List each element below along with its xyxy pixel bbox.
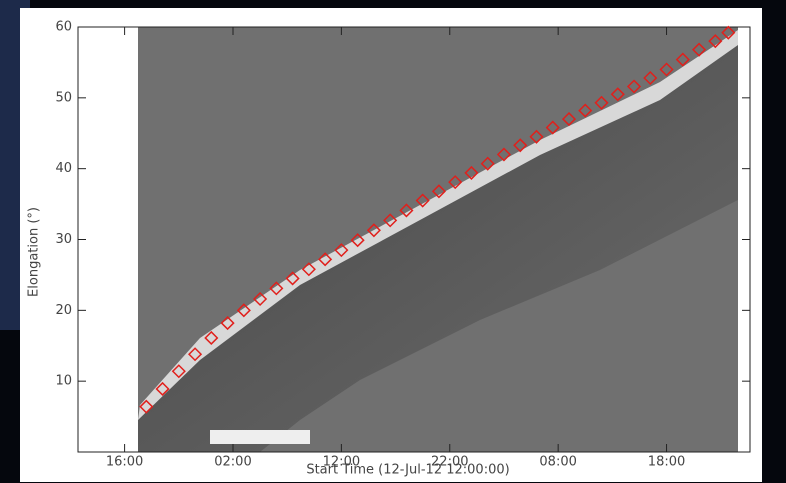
- y-tick-label: 60: [55, 20, 72, 35]
- marker: [643, 70, 658, 86]
- marker: [318, 252, 333, 267]
- marker: [220, 316, 235, 331]
- marker: [561, 112, 577, 127]
- x-tick-label: 02:00: [214, 455, 251, 470]
- marker: [350, 233, 365, 248]
- marker: [171, 364, 186, 379]
- marker: [675, 52, 690, 67]
- marker: [415, 193, 430, 208]
- marker: [236, 303, 251, 318]
- marker: [545, 120, 560, 135]
- plot-area: [138, 27, 738, 452]
- x-axis-label: Start Time (12-Jul-12 12:00:00): [306, 463, 509, 478]
- bright-front: [138, 30, 738, 420]
- x-tick-label: 18:00: [648, 455, 685, 470]
- dark-streaks: [138, 40, 738, 452]
- y-tick-label: 20: [55, 303, 72, 318]
- marker: [448, 175, 463, 190]
- marker: [480, 156, 495, 171]
- marker: [626, 79, 642, 94]
- marker: [578, 103, 593, 118]
- marker: [513, 138, 528, 153]
- x-tick-label: 12:00: [323, 455, 360, 470]
- marker: [383, 213, 398, 228]
- marker: [366, 223, 381, 238]
- marker: [253, 291, 268, 307]
- x-tick-label: 22:00: [431, 455, 468, 470]
- marker: [285, 271, 300, 286]
- marker: [139, 399, 154, 414]
- marker: [529, 129, 544, 144]
- marker: [594, 95, 609, 110]
- marker: [721, 25, 736, 40]
- marker: [708, 34, 723, 49]
- marker: [464, 165, 479, 180]
- marker: [301, 262, 316, 277]
- marker: [691, 42, 707, 57]
- bright-patch: [210, 430, 310, 444]
- marker: [659, 62, 674, 77]
- marker: [187, 347, 203, 362]
- y-axis-label: Elongation (°): [27, 207, 42, 297]
- marker: [431, 184, 446, 199]
- y-tick-label: 50: [55, 90, 72, 105]
- marker: [399, 203, 414, 218]
- y-tick-label: 30: [55, 232, 72, 247]
- marker: [269, 281, 284, 296]
- marker: [204, 330, 219, 346]
- marker: [334, 243, 349, 258]
- marker: [610, 87, 625, 102]
- x-tick-label: 08:00: [539, 455, 576, 470]
- marker: [496, 147, 512, 162]
- marker: [155, 381, 170, 397]
- y-tick-label: 10: [55, 374, 72, 389]
- x-tick-label: 16:00: [106, 455, 143, 470]
- y-tick-label: 40: [55, 161, 72, 176]
